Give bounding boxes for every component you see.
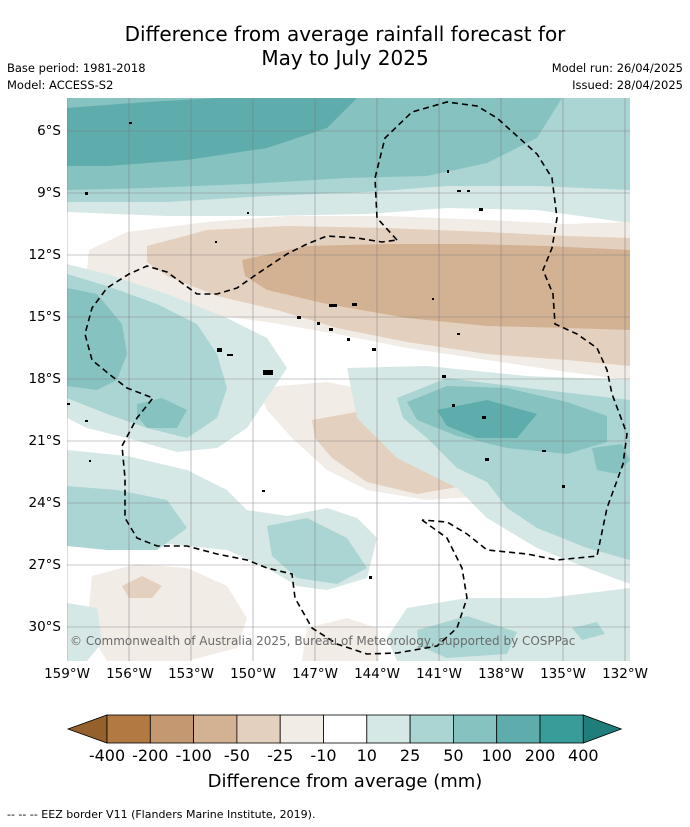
title-line-1: Difference from average rainfall forecas… — [124, 22, 566, 46]
colorbar-tick-label: -25 — [267, 746, 294, 765]
colorbar-segment — [409, 714, 454, 744]
colorbar-segment — [323, 714, 368, 744]
colorbar-segment — [236, 714, 281, 744]
colorbar-segment — [279, 714, 324, 744]
islands — [67, 122, 565, 579]
y-tick-21s: 21°S — [28, 433, 62, 449]
y-tick-18s: 18°S — [28, 371, 62, 387]
colorbar-arrow-high — [582, 714, 623, 744]
wet-band-north — [67, 98, 630, 223]
colorbar-tick-label: 25 — [399, 746, 421, 765]
model-name: Model: ACCESS-S2 — [7, 78, 114, 92]
x-tick-150w: 150°W — [230, 666, 276, 682]
y-tick-27s: 27°S — [28, 557, 62, 573]
colorbar-tick-label: 50 — [443, 746, 464, 765]
colorbar-segment — [539, 714, 584, 744]
rainfall-map — [67, 98, 630, 661]
x-tick-159w: 159°W — [44, 666, 90, 682]
y-tick-9s: 9°S — [37, 185, 61, 201]
y-tick-6s: 6°S — [37, 123, 61, 139]
colorbar-segment — [366, 714, 411, 744]
gridlines — [67, 98, 630, 661]
eez-border — [84, 101, 628, 655]
eez-legend-note: -- -- -- EEZ border V11 (Flanders Marine… — [7, 808, 316, 821]
meta-left: Base period: 1981-2018 Model: ACCESS-S2 — [7, 60, 146, 94]
colorbar-tick-label: -400 — [88, 746, 126, 765]
colorbar-tick-label: -50 — [223, 746, 250, 765]
model-run: Model run: 26/04/2025 — [551, 61, 683, 75]
title-line-2: May to July 2025 — [261, 46, 429, 70]
colorbar-segment — [106, 714, 151, 744]
colorbar-segment — [452, 714, 498, 744]
colorbar — [66, 714, 623, 744]
issued-date: Issued: 28/04/2025 — [572, 78, 683, 92]
x-tick-141w: 141°W — [416, 666, 462, 682]
x-tick-156w: 156°W — [106, 666, 152, 682]
x-tick-144w: 144°W — [354, 666, 400, 682]
y-tick-24s: 24°S — [28, 495, 62, 511]
x-tick-153w: 153°W — [168, 666, 214, 682]
colorbar-segment — [496, 714, 541, 744]
colorbar-title: Difference from average (mm) — [207, 771, 483, 792]
colorbar-tick-label: -200 — [132, 746, 169, 765]
colorbar-segment — [193, 714, 238, 744]
x-tick-138w: 138°W — [478, 666, 524, 682]
colorbar-arrow-low — [66, 714, 108, 744]
x-tick-135w: 135°W — [540, 666, 586, 682]
copyright-notice: © Commonwealth of Australia 2025, Bureau… — [70, 634, 576, 648]
colorbar-tick-label: 400 — [568, 746, 599, 765]
y-tick-12s: 12°S — [28, 247, 62, 263]
colorbar-tick-label: 10 — [356, 746, 377, 765]
colorbar-tick-label: 100 — [481, 746, 512, 765]
y-tick-15s: 15°S — [28, 309, 62, 325]
colorbar-tick-label: -100 — [175, 746, 212, 765]
colorbar-tick-label: 200 — [524, 746, 556, 765]
wet-patch-west — [67, 264, 287, 452]
wet-patch-east — [347, 366, 630, 584]
x-tick-147w: 147°W — [292, 666, 338, 682]
map-title: Difference from average rainfall forecas… — [0, 22, 690, 70]
colorbar-segment — [149, 714, 195, 744]
colorbar-tick-label: -10 — [310, 746, 337, 765]
base-period: Base period: 1981-2018 — [7, 61, 146, 75]
y-tick-30s: 30°S — [28, 619, 62, 635]
wet-patch-south — [67, 450, 630, 661]
x-tick-132w: 132°W — [602, 666, 648, 682]
meta-right: Model run: 26/04/2025 Issued: 28/04/2025 — [552, 60, 683, 94]
